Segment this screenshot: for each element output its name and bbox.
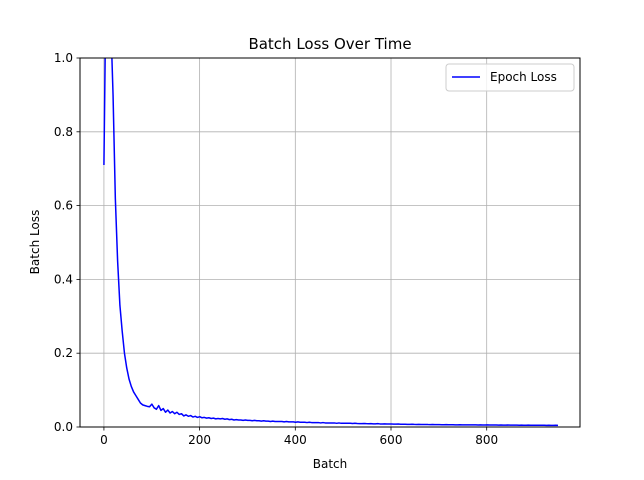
chart-title: Batch Loss Over Time — [248, 35, 411, 53]
legend-label-epoch-loss: Epoch Loss — [490, 70, 557, 84]
y-tick-label: 0.8 — [54, 125, 73, 139]
y-tick-label: 0.0 — [54, 420, 73, 434]
x-tick-label: 600 — [380, 433, 403, 447]
x-tick-label: 800 — [475, 433, 498, 447]
x-tick-label: 200 — [188, 433, 211, 447]
x-tick-label: 0 — [100, 433, 108, 447]
plot-area — [103, 58, 559, 427]
series-line-epoch-loss — [103, 58, 559, 427]
y-axis-title: Batch Loss — [28, 210, 42, 275]
axes-frame — [79, 57, 581, 428]
y-tick-label: 0.4 — [54, 272, 73, 286]
axis-ticks: 0 200 400 600 800 0.0 0.2 0.4 0.6 0.8 1.0 — [54, 51, 498, 447]
x-axis-title: Batch — [313, 457, 348, 471]
x-tick-label: 400 — [284, 433, 307, 447]
y-tick-label: 1.0 — [54, 51, 73, 65]
legend-box — [445, 63, 575, 92]
y-tick-label: 0.6 — [54, 199, 73, 213]
y-tick-label: 0.2 — [54, 346, 73, 360]
legend: Epoch Loss — [445, 63, 575, 92]
